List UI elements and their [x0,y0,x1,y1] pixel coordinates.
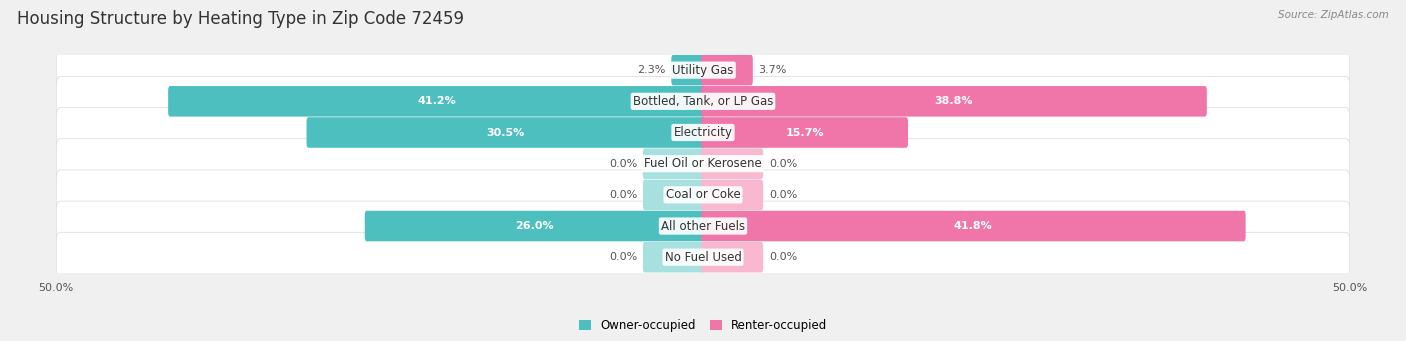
Text: All other Fuels: All other Fuels [661,220,745,233]
FancyBboxPatch shape [56,201,1350,251]
FancyBboxPatch shape [169,86,704,117]
FancyBboxPatch shape [671,55,704,86]
Text: 0.0%: 0.0% [609,252,637,262]
Text: Fuel Oil or Kerosene: Fuel Oil or Kerosene [644,157,762,170]
Text: 0.0%: 0.0% [769,159,797,169]
FancyBboxPatch shape [56,45,1350,95]
Text: 0.0%: 0.0% [769,252,797,262]
FancyBboxPatch shape [702,242,763,272]
Text: 15.7%: 15.7% [786,128,824,137]
Text: Utility Gas: Utility Gas [672,64,734,77]
FancyBboxPatch shape [56,76,1350,126]
Text: 0.0%: 0.0% [609,190,637,200]
Text: 30.5%: 30.5% [486,128,524,137]
Text: 3.7%: 3.7% [759,65,787,75]
FancyBboxPatch shape [56,170,1350,220]
FancyBboxPatch shape [643,180,704,210]
Text: 26.0%: 26.0% [516,221,554,231]
FancyBboxPatch shape [364,211,704,241]
Legend: Owner-occupied, Renter-occupied: Owner-occupied, Renter-occupied [574,314,832,337]
Text: 2.3%: 2.3% [637,65,665,75]
Text: Housing Structure by Heating Type in Zip Code 72459: Housing Structure by Heating Type in Zip… [17,10,464,28]
FancyBboxPatch shape [702,55,752,86]
Text: 0.0%: 0.0% [609,159,637,169]
FancyBboxPatch shape [56,107,1350,158]
FancyBboxPatch shape [307,117,704,148]
Text: Electricity: Electricity [673,126,733,139]
FancyBboxPatch shape [702,180,763,210]
FancyBboxPatch shape [56,139,1350,189]
FancyBboxPatch shape [643,242,704,272]
Text: No Fuel Used: No Fuel Used [665,251,741,264]
Text: 41.8%: 41.8% [953,221,993,231]
FancyBboxPatch shape [643,148,704,179]
Text: 38.8%: 38.8% [935,96,973,106]
Text: Bottled, Tank, or LP Gas: Bottled, Tank, or LP Gas [633,95,773,108]
FancyBboxPatch shape [702,117,908,148]
FancyBboxPatch shape [702,211,1246,241]
Text: 0.0%: 0.0% [769,190,797,200]
FancyBboxPatch shape [702,86,1206,117]
Text: Coal or Coke: Coal or Coke [665,188,741,201]
FancyBboxPatch shape [56,232,1350,282]
FancyBboxPatch shape [702,148,763,179]
Text: 41.2%: 41.2% [418,96,456,106]
Text: Source: ZipAtlas.com: Source: ZipAtlas.com [1278,10,1389,20]
